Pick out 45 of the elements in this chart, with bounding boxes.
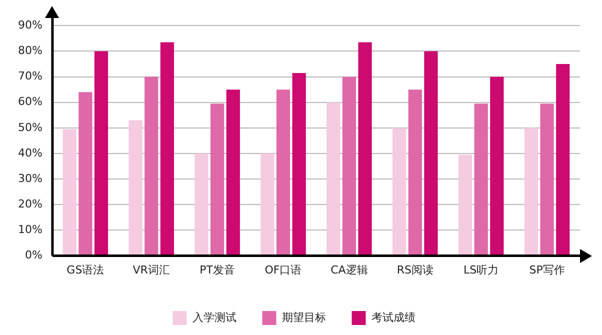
y-tick-label: 10% [18,223,42,236]
bar [260,154,274,256]
x-tick-label: GS语法 [66,263,104,276]
bar [210,104,224,256]
bar [226,90,240,256]
y-tick-label: 60% [18,95,42,108]
legend-label: 期望目标 [282,310,326,324]
bar [408,90,422,256]
x-tick-label: PT发音 [200,263,235,276]
x-tick-label: VR词汇 [132,263,170,276]
y-tick-label: 0% [24,248,42,262]
x-tick-label: CA逻辑 [330,263,368,276]
y-tick-label: 20% [18,198,42,211]
bar [424,51,438,256]
bar [358,42,372,256]
legend-label: 入学测试 [192,310,236,324]
x-tick-label: SP写作 [529,263,565,276]
bar [556,64,570,256]
legend-label: 考试成绩 [371,310,416,324]
bar [392,128,406,256]
bar [276,90,290,256]
y-tick-label: 70% [18,70,42,83]
bar [490,76,504,256]
y-tick-label: 50% [18,120,42,134]
bar [194,154,208,256]
bar [540,104,554,256]
bar [474,104,488,256]
bar [62,129,76,256]
bar [524,128,538,256]
y-tick-label: 40% [18,146,42,160]
bar [326,102,340,256]
bar [144,76,158,256]
bar [292,72,306,256]
x-tick-label: RS阅读 [396,263,434,276]
y-tick-label: 80% [18,44,42,58]
bar [78,92,92,256]
x-tick-label: OF口语 [264,263,302,276]
bar [342,76,356,256]
bar [94,51,108,256]
bar [128,120,142,256]
x-tick-label: LS听力 [464,263,499,276]
bar [458,154,472,256]
y-tick-label: 90% [18,18,42,32]
y-tick-label: 30% [18,172,42,185]
bar [160,42,174,256]
